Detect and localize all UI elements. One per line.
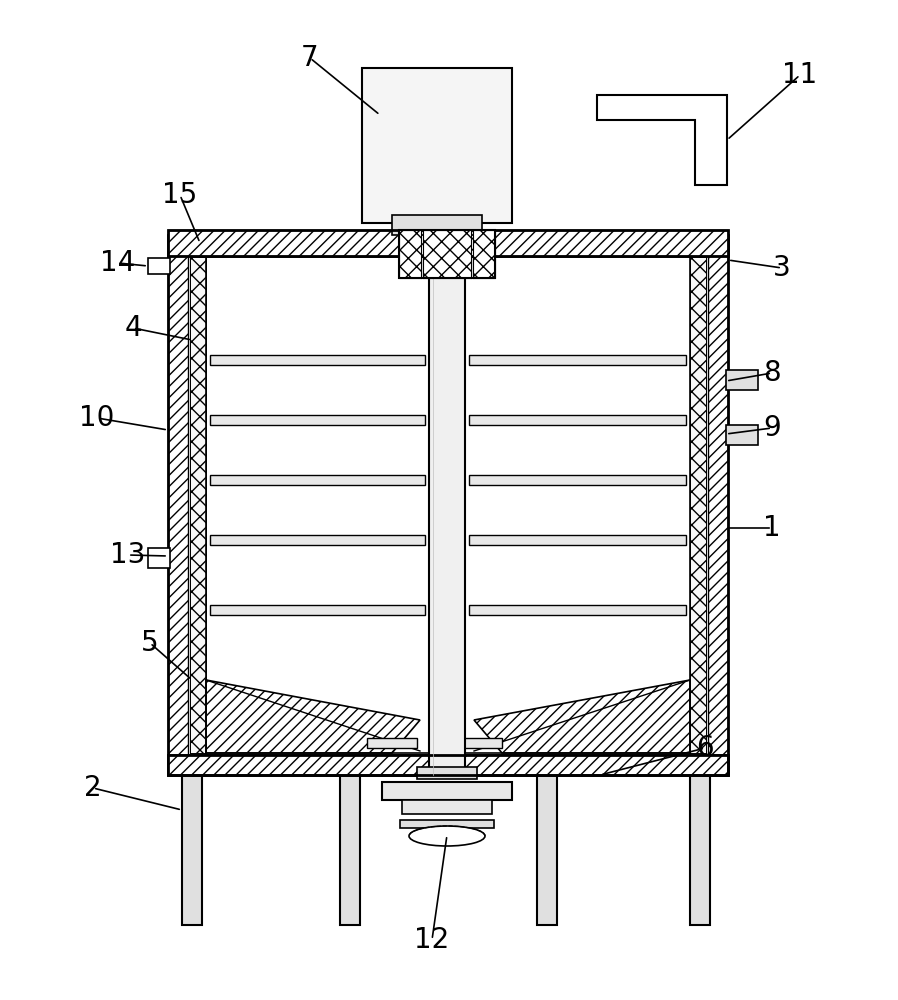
Bar (469, 415, 686, 425)
Text: 6: 6 (696, 734, 714, 762)
Bar (429, 275, 465, 775)
Bar (210, 475, 425, 485)
Bar (469, 535, 686, 545)
Bar (168, 755, 728, 775)
Bar (362, 68, 512, 223)
Bar (473, 230, 495, 278)
Bar (423, 230, 471, 278)
Bar (726, 425, 758, 445)
Bar (726, 370, 758, 390)
Bar (690, 257, 706, 753)
Bar (168, 755, 728, 775)
Bar (210, 535, 425, 545)
Bar (399, 230, 421, 278)
Polygon shape (206, 680, 420, 753)
Bar (392, 215, 482, 235)
Bar (708, 235, 728, 775)
Bar (399, 230, 495, 278)
Text: 4: 4 (124, 314, 142, 342)
Text: 1: 1 (763, 514, 781, 542)
Bar (190, 257, 206, 753)
Bar (469, 605, 686, 615)
Text: 9: 9 (763, 414, 781, 442)
Bar (469, 355, 686, 365)
Bar (168, 230, 728, 256)
Text: 13: 13 (110, 541, 145, 569)
Bar (168, 755, 728, 775)
Text: 2: 2 (84, 774, 101, 802)
Bar (469, 475, 686, 485)
Bar (690, 775, 710, 925)
Text: 8: 8 (763, 359, 781, 387)
Text: 14: 14 (101, 249, 136, 277)
Text: 7: 7 (301, 44, 319, 72)
Bar (537, 775, 557, 925)
Polygon shape (597, 95, 727, 185)
Text: 11: 11 (782, 61, 817, 89)
Bar (168, 235, 188, 775)
Bar (452, 738, 502, 748)
Polygon shape (474, 680, 690, 753)
Bar (182, 775, 202, 925)
Text: 15: 15 (163, 181, 198, 209)
Text: 10: 10 (79, 404, 115, 432)
Bar (148, 548, 170, 568)
Bar (210, 355, 425, 365)
Bar (210, 605, 425, 615)
Bar (210, 415, 425, 425)
Bar (168, 235, 728, 775)
Bar (417, 767, 477, 779)
Text: 5: 5 (141, 629, 159, 657)
Bar (168, 230, 728, 256)
Bar (400, 820, 494, 828)
Bar (382, 782, 512, 800)
Ellipse shape (409, 826, 485, 846)
Bar (367, 738, 417, 748)
Bar (148, 258, 170, 274)
Bar (340, 775, 360, 925)
Text: 12: 12 (414, 926, 450, 954)
Bar (168, 235, 728, 255)
Bar (402, 800, 492, 814)
Text: 3: 3 (773, 254, 791, 282)
